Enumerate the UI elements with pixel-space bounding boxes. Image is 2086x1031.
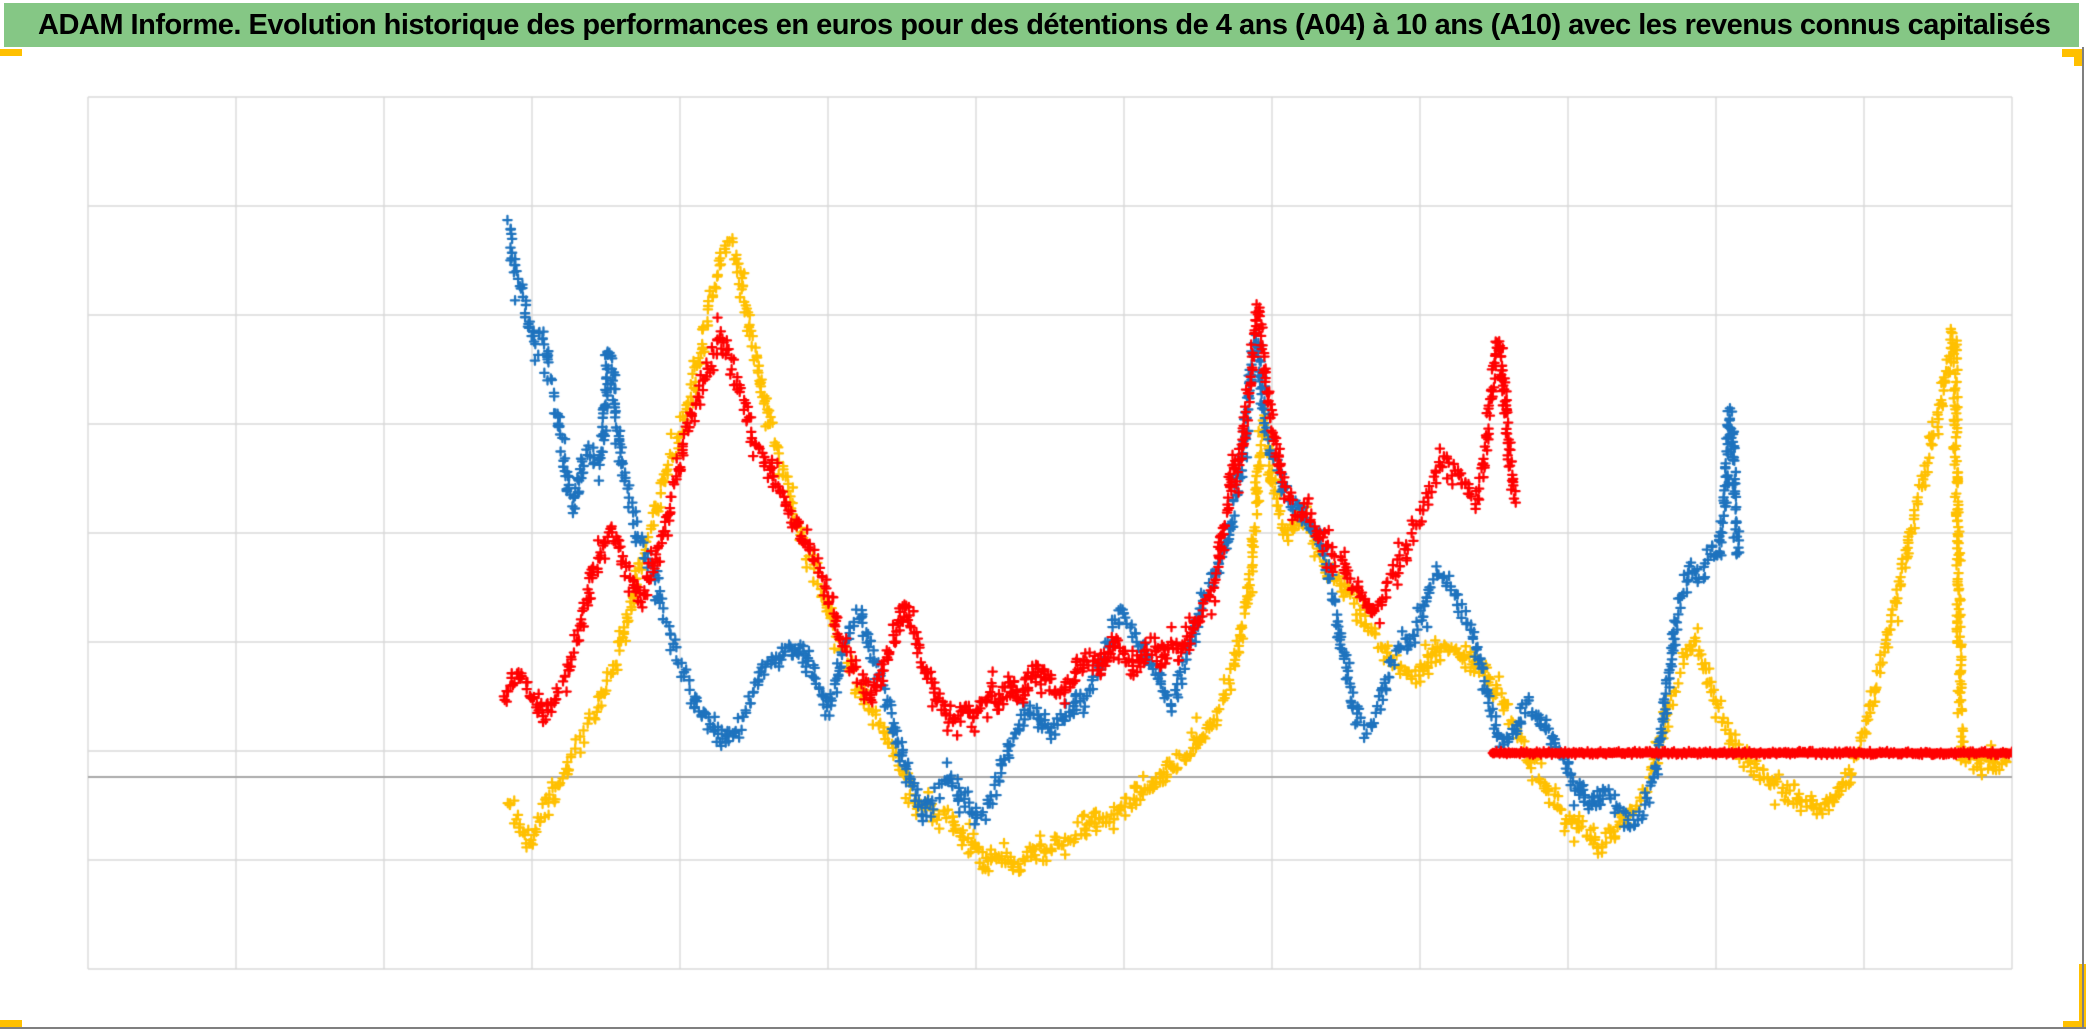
chart-canvas <box>0 0 2086 1031</box>
page-root: { "header": { "title": "ADAM Informe. Ev… <box>0 0 2086 1031</box>
